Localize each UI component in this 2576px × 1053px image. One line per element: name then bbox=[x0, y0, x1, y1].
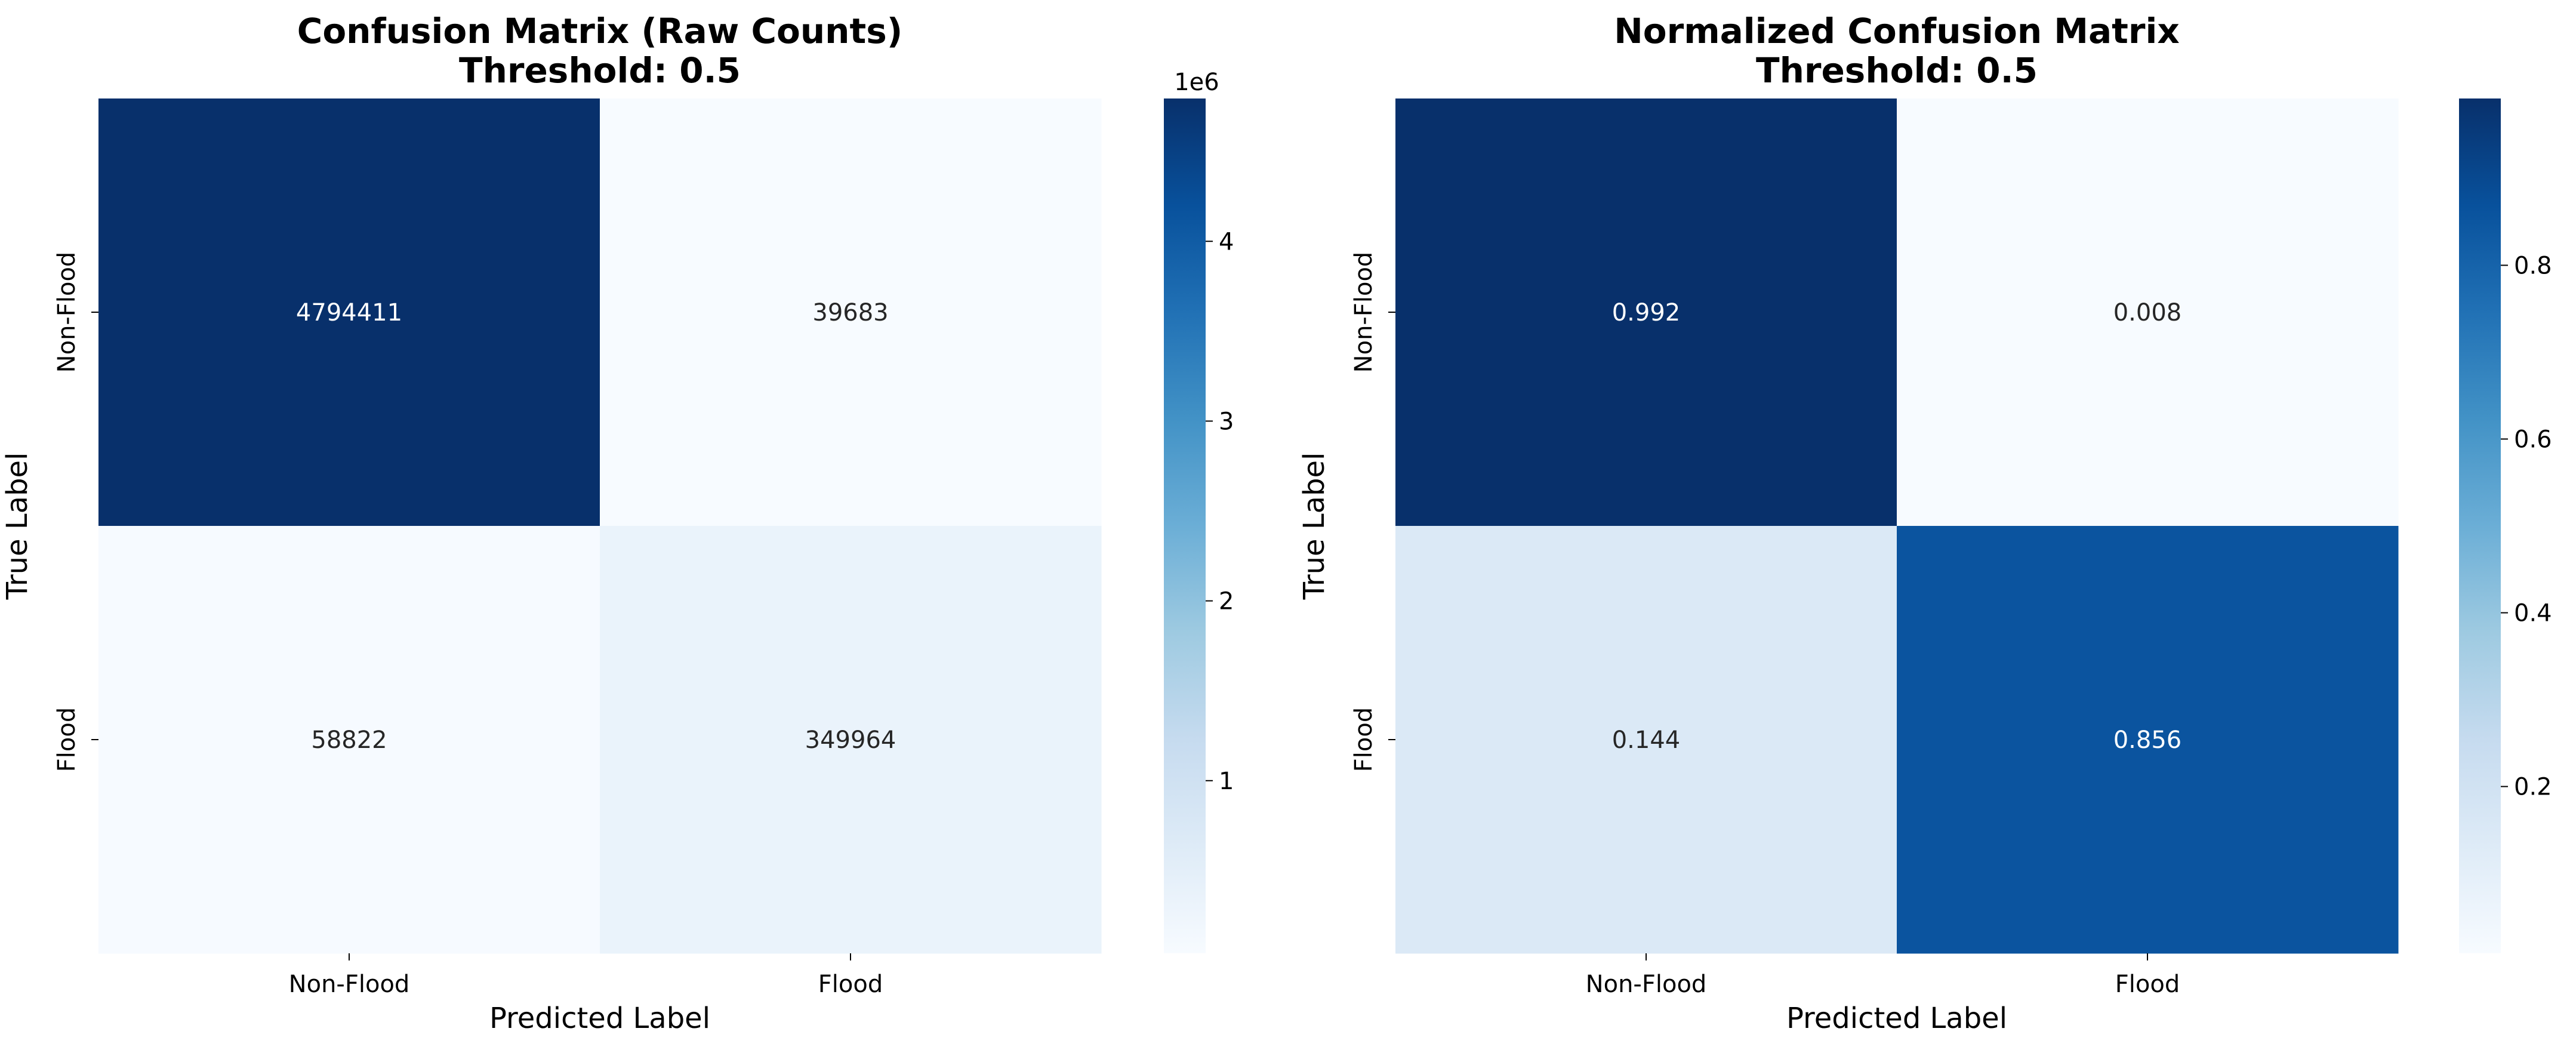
colorbar-tick-label: 0.6 bbox=[2514, 426, 2552, 453]
x-tick-label: Flood bbox=[818, 971, 883, 998]
x-tick-label: Flood bbox=[2115, 971, 2180, 998]
colorbar-tick-label: 3 bbox=[1219, 408, 1234, 435]
heatmap-cell bbox=[1897, 526, 2399, 954]
y-tick-label: Non-Flood bbox=[53, 252, 81, 373]
colorbar bbox=[2459, 98, 2501, 953]
cell-value-label: 0.144 bbox=[1612, 726, 1681, 754]
y-tick-label: Flood bbox=[53, 707, 81, 772]
colorbar bbox=[1164, 98, 1206, 953]
cell-value-label: 0.992 bbox=[1612, 299, 1681, 327]
cell-value-label: 349964 bbox=[805, 726, 896, 754]
colorbar-tick-label: 0.4 bbox=[2514, 600, 2552, 627]
x-axis-label: Predicted Label bbox=[489, 1002, 710, 1035]
colorbar-tick-label: 1 bbox=[1219, 768, 1234, 795]
colorbar-tick-label: 0.2 bbox=[2514, 774, 2552, 801]
x-tick-label: Non-Flood bbox=[289, 971, 410, 998]
colorbar-offset-label: 1e6 bbox=[1174, 69, 1219, 96]
cell-value-label: 4794411 bbox=[296, 299, 402, 327]
y-axis-label: True Label bbox=[1298, 452, 1331, 601]
cell-value-label: 0.856 bbox=[2113, 726, 2182, 754]
heatmap-cell bbox=[98, 98, 600, 526]
chart-title-line-2: Threshold: 0.5 bbox=[1756, 50, 2038, 91]
heatmap-cell bbox=[600, 98, 1102, 526]
y-axis-label: True Label bbox=[1, 452, 34, 601]
y-tick-label: Flood bbox=[1350, 707, 1378, 772]
colorbar-tick-label: 4 bbox=[1219, 228, 1234, 255]
heatmap-cell bbox=[1897, 98, 2399, 526]
y-tick-label: Non-Flood bbox=[1350, 252, 1378, 373]
cell-value-label: 39683 bbox=[812, 299, 888, 327]
heatmap-cell bbox=[1395, 98, 1897, 526]
colorbar-tick-label: 0.8 bbox=[2514, 252, 2552, 279]
heatmap-cell bbox=[1395, 526, 1897, 954]
colorbar-tick-label: 2 bbox=[1219, 588, 1234, 615]
chart-title-line-2: Threshold: 0.5 bbox=[459, 50, 741, 91]
x-tick-label: Non-Flood bbox=[1586, 971, 1707, 998]
chart-title-line-1: Confusion Matrix (Raw Counts) bbox=[297, 11, 902, 51]
heatmap-cell bbox=[98, 526, 600, 954]
chart-title-line-1: Normalized Confusion Matrix bbox=[1614, 11, 2180, 51]
heatmap-cell bbox=[600, 526, 1102, 954]
cell-value-label: 0.008 bbox=[2113, 299, 2182, 327]
x-axis-label: Predicted Label bbox=[1786, 1002, 2007, 1035]
cell-value-label: 58822 bbox=[311, 726, 387, 754]
